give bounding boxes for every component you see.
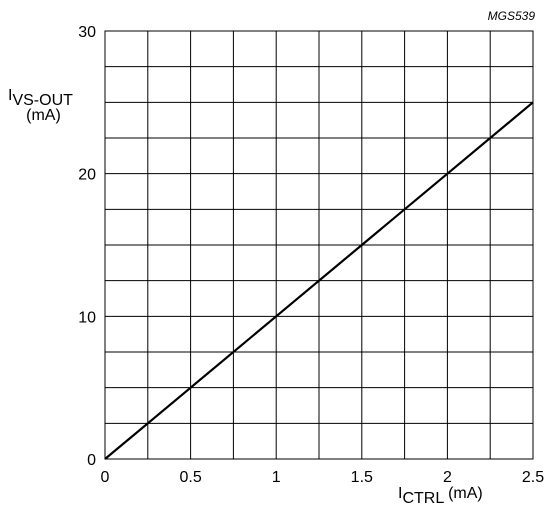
x-axis-label-main: I (398, 485, 403, 502)
y-tick-label: 30 (78, 24, 96, 41)
y-axis-label: IVS-OUT (mA) (8, 86, 73, 126)
x-tick-label: 0.5 (179, 469, 201, 486)
series-line (104, 101, 534, 460)
x-axis-label-subscript: CTRL (402, 490, 444, 507)
grid (105, 31, 533, 459)
series-group (104, 101, 534, 460)
x-axis-label-unit: (mA) (443, 485, 483, 502)
y-tick-label: 0 (87, 452, 96, 469)
x-axis-label: ICTRL (mA) (398, 485, 483, 507)
y-axis-label-main: I (8, 87, 13, 104)
x-tick-label: 1 (272, 469, 281, 486)
y-tick-label: 20 (78, 167, 96, 184)
y-axis-label-unit: (mA) (26, 107, 61, 124)
x-tick-label: 0 (101, 469, 110, 486)
y-axis-label-subscript: VS-OUT (12, 92, 73, 109)
tick-labels: 0 0.5 1 1.5 2 2.5 0 10 20 30 (78, 24, 544, 486)
x-tick-label: 2.5 (522, 469, 544, 486)
x-tick-label: 1.5 (351, 469, 373, 486)
y-tick-label: 10 (78, 309, 96, 326)
x-tick-label: 2 (443, 469, 452, 486)
figure-reference-label: MGS539 (487, 9, 535, 23)
plot-frame (104, 30, 534, 460)
